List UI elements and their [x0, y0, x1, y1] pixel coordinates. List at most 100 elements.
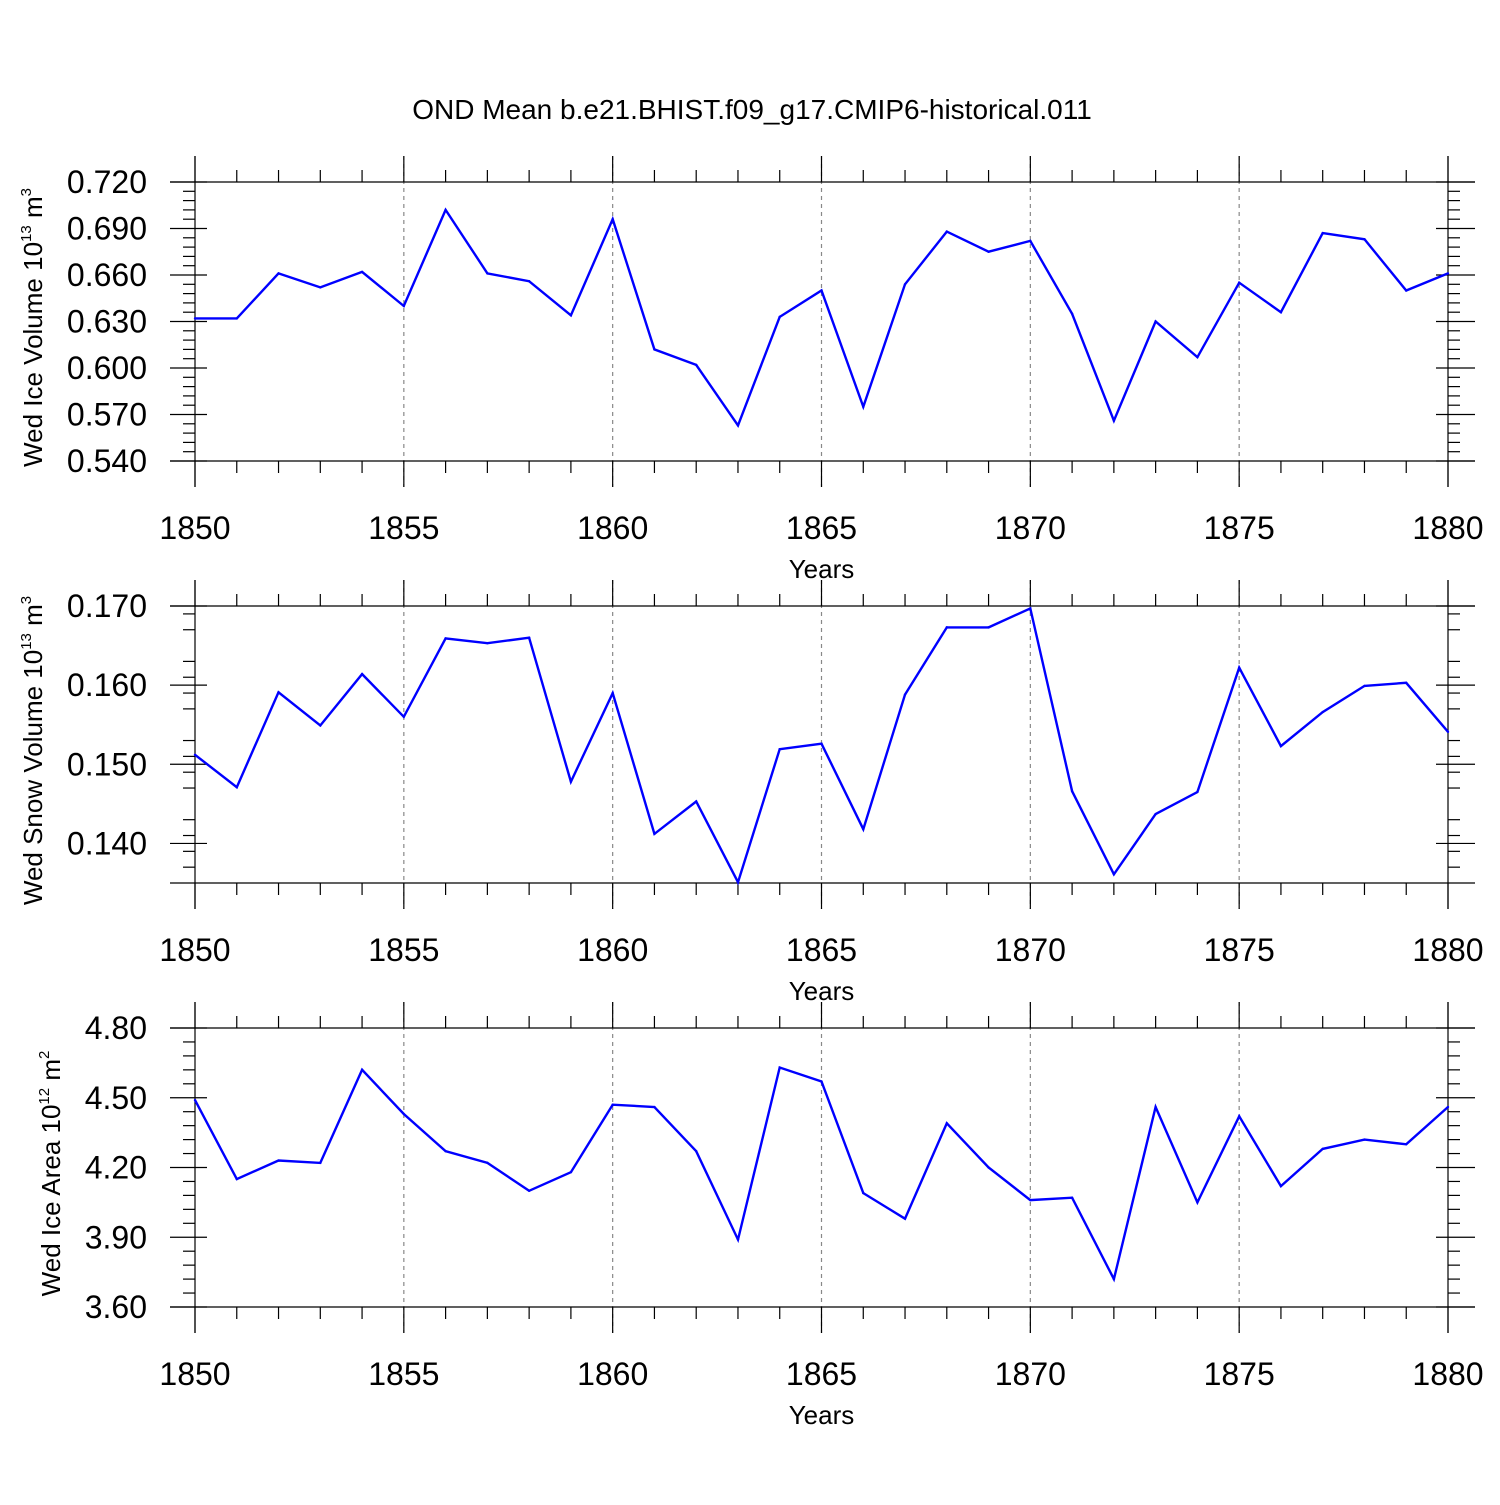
data-point [653, 348, 656, 351]
data-point [1405, 681, 1408, 684]
y-axis-label-part: 2 [36, 1051, 53, 1059]
data-point [1112, 1277, 1116, 1281]
data-point [527, 636, 531, 639]
data-point [193, 317, 197, 320]
data-point [1029, 607, 1032, 610]
data-point [611, 691, 614, 695]
data-point [695, 800, 698, 803]
data-point [1279, 1184, 1283, 1188]
data-point [903, 283, 907, 286]
data-point [277, 691, 280, 694]
data-point [527, 1189, 531, 1192]
data-point [903, 693, 907, 696]
data-point [1112, 419, 1116, 422]
data-point [1196, 1201, 1199, 1204]
x-tick-label: 1875 [1204, 932, 1275, 968]
data-point [945, 1122, 948, 1125]
data-point [778, 315, 781, 319]
data-point [319, 1161, 322, 1165]
data-point [1070, 312, 1074, 315]
data-point [1154, 812, 1157, 816]
series-line [194, 606, 1449, 886]
data-point [402, 304, 406, 308]
data-point [611, 1103, 614, 1106]
data-point [1029, 1198, 1032, 1202]
data-point [987, 626, 990, 629]
x-tick-label: 1875 [1204, 510, 1275, 546]
data-point [1363, 1138, 1366, 1141]
data-point [1446, 272, 1450, 275]
y-tick-label: 0.600 [67, 350, 147, 386]
data-point [736, 881, 740, 884]
chart-title: OND Mean b.e21.BHIST.f09_g17.CMIP6-histo… [412, 94, 1092, 125]
data-point [193, 1098, 197, 1102]
data-point [653, 832, 656, 836]
data-point [1029, 239, 1032, 243]
y-tick-label: 0.170 [67, 588, 147, 624]
x-axis-label: Years [789, 554, 855, 584]
data-point [1279, 311, 1283, 314]
data-point [1279, 744, 1283, 748]
x-tick-label: 1855 [368, 510, 439, 546]
data-point [235, 1177, 238, 1181]
data-point [235, 317, 238, 320]
y-tick-label: 0.660 [67, 257, 147, 293]
x-axis-label: Years [789, 1400, 855, 1430]
data-point [611, 218, 614, 221]
data-point [1070, 789, 1074, 793]
y-axis-label-part: 13 [18, 225, 35, 242]
data-point [1070, 1196, 1074, 1199]
data-point [778, 748, 781, 751]
y-tick-label: 0.690 [67, 211, 147, 247]
data-point [903, 1217, 907, 1220]
data-point [1154, 1105, 1157, 1109]
y-tick-label: 0.140 [67, 825, 147, 861]
data-point [486, 1161, 489, 1165]
x-tick-label: 1875 [1204, 1356, 1275, 1392]
y-axis-label-part: 3 [18, 188, 35, 196]
x-tick-label: 1880 [1412, 1356, 1483, 1392]
y-tick-label: 3.60 [85, 1289, 147, 1325]
x-tick-label: 1870 [995, 932, 1066, 968]
data-point [862, 1191, 865, 1195]
data-point [569, 1170, 573, 1174]
data-point [820, 742, 823, 745]
y-axis-label-part: 3 [18, 596, 35, 604]
data-point [1321, 710, 1324, 714]
y-tick-label: 0.540 [67, 443, 147, 479]
y-tick-label: 3.90 [85, 1219, 147, 1255]
y-axis-label-part: 12 [36, 1088, 53, 1105]
data-point [1446, 1105, 1450, 1109]
data-point [360, 672, 364, 676]
y-axis-label-part: Wed Ice Area 10 [36, 1105, 66, 1297]
data-point [987, 250, 990, 253]
data-point [319, 286, 322, 289]
data-point [444, 208, 447, 212]
data-point [736, 1238, 740, 1241]
y-tick-label: 0.570 [67, 397, 147, 433]
data-point [277, 272, 280, 275]
y-tick-label: 0.630 [67, 304, 147, 340]
y-axis-label-part: 13 [18, 633, 35, 650]
data-point [1321, 1147, 1324, 1151]
y-axis-label-part: m [36, 1059, 66, 1088]
y-axis-label-part: m [18, 196, 48, 225]
data-point [1154, 320, 1157, 323]
data-point [402, 715, 406, 718]
y-axis-label: Wed Ice Volume 1013 m3 [18, 188, 48, 467]
data-point [1321, 231, 1324, 235]
x-tick-label: 1870 [995, 510, 1066, 546]
y-axis-label: Wed Ice Area 1012 m2 [36, 1051, 66, 1297]
x-tick-label: 1865 [786, 510, 857, 546]
x-tick-label: 1860 [577, 510, 648, 546]
data-point [277, 1159, 280, 1162]
data-point [569, 314, 573, 317]
x-tick-label: 1850 [159, 932, 230, 968]
data-point [444, 637, 447, 640]
y-tick-label: 0.160 [67, 667, 147, 703]
panel-3: 4.80 4.50 4.20 3.90 3.60 1850 1855 1860 1865 1870… [36, 1002, 1484, 1430]
y-tick-label: 4.80 [85, 1010, 147, 1046]
panel-1: 0.720 0.690 0.660 0.630 0.600 0.570 0.540 1850 1… [18, 156, 1484, 584]
